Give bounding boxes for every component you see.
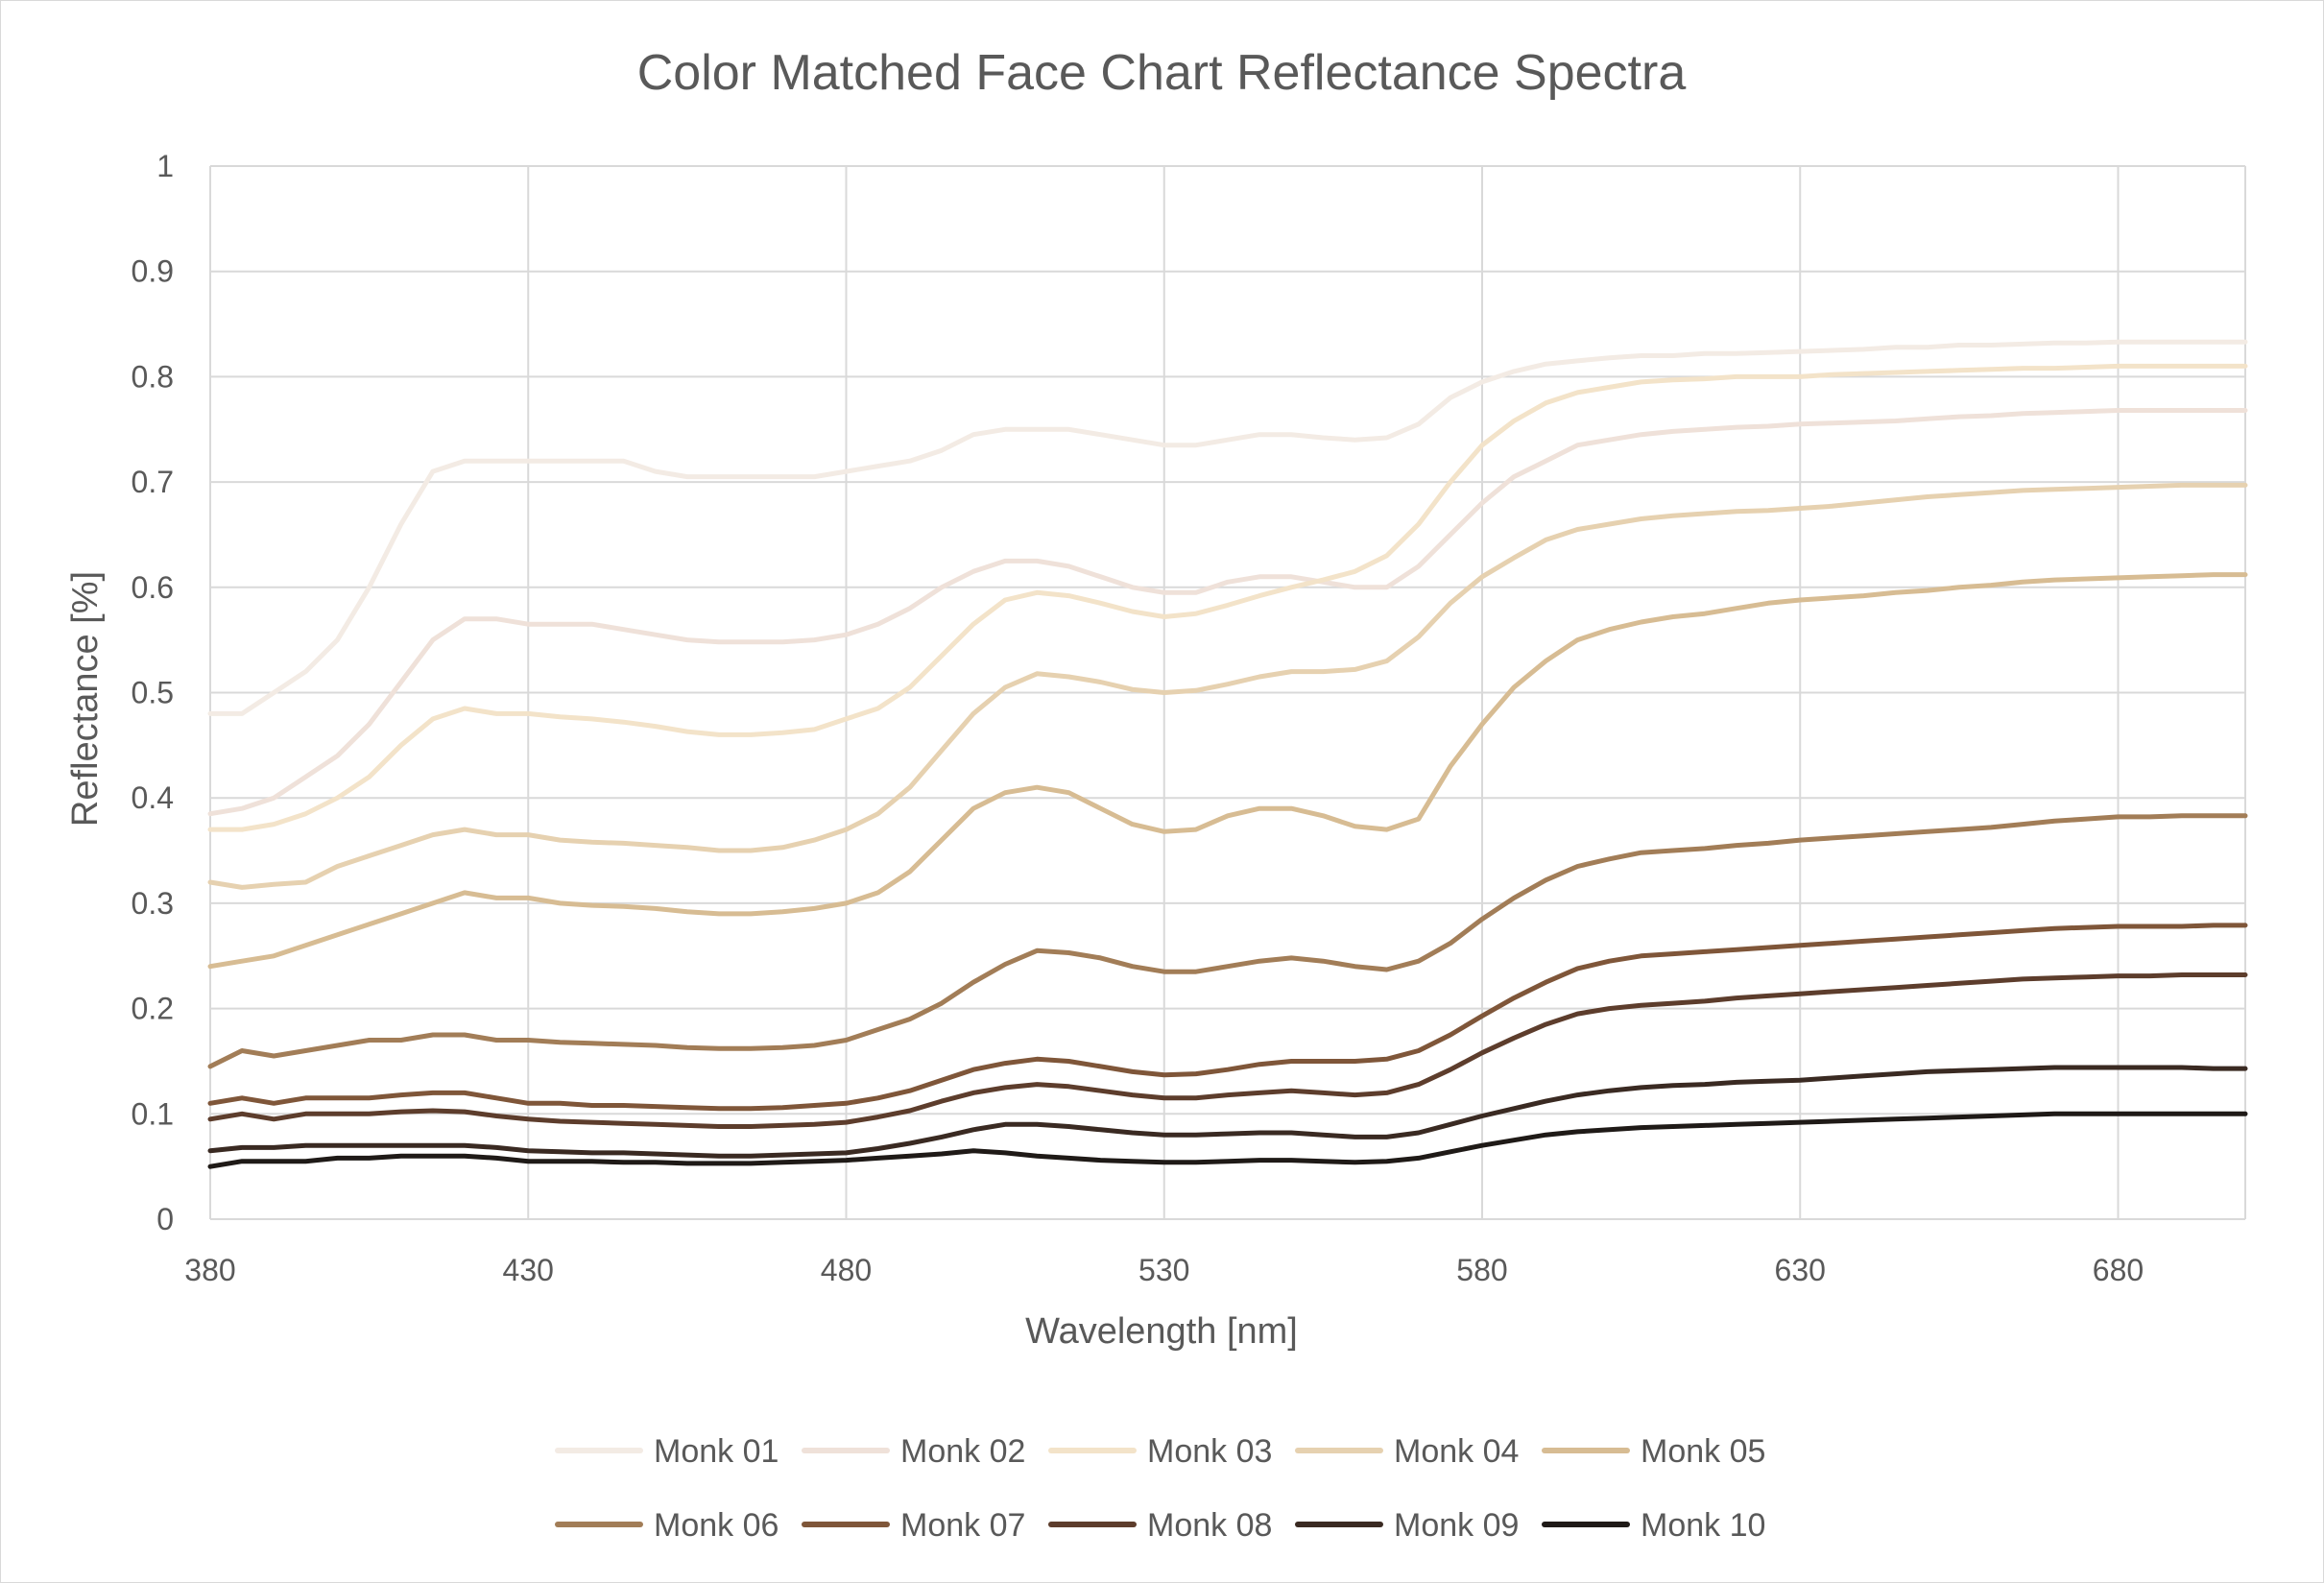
y-tick-label: 0.9 <box>132 254 174 289</box>
y-tick-label: 0.1 <box>132 1096 174 1131</box>
y-tick-label: 0.6 <box>132 570 174 605</box>
x-tick-label: 430 <box>503 1253 554 1287</box>
x-tick-label: 530 <box>1138 1253 1189 1287</box>
x-tick-label: 480 <box>821 1253 872 1287</box>
legend-label: Monk 03 <box>1147 1433 1272 1470</box>
x-tick-label: 380 <box>184 1253 235 1287</box>
series-line-monk-05 <box>207 572 2248 970</box>
y-tick-label: 0.2 <box>132 992 174 1026</box>
legend-label: Monk 09 <box>1394 1507 1519 1544</box>
y-tick-label: 0.7 <box>132 465 174 499</box>
legend-label: Monk 02 <box>900 1433 1025 1470</box>
legend-label: Monk 08 <box>1147 1507 1272 1544</box>
series-line-monk-04 <box>207 482 2248 890</box>
legend-label: Monk 07 <box>900 1507 1025 1544</box>
series-line-monk-02 <box>207 408 2248 817</box>
y-tick-label: 0 <box>156 1202 174 1236</box>
legend-label: Monk 04 <box>1394 1433 1519 1470</box>
series-line-monk-03 <box>207 363 2248 832</box>
legend-item-monk-03: Monk 03 <box>1048 1433 1272 1470</box>
legend-label: Monk 01 <box>654 1433 779 1470</box>
legend-item-monk-04: Monk 04 <box>1295 1433 1519 1470</box>
x-tick-label: 680 <box>2093 1253 2144 1287</box>
series-line-monk-01 <box>207 339 2248 716</box>
legend: Monk 01 Monk 02 Monk 03 Monk 04 Monk 05 Monk … <box>555 1433 1765 1544</box>
legend-label: Monk 05 <box>1641 1433 1765 1470</box>
legend-label: Monk 10 <box>1641 1507 1765 1544</box>
x-tick-label: 630 <box>1775 1253 1826 1287</box>
legend-item-monk-05: Monk 05 <box>1542 1433 1765 1470</box>
legend-item-monk-09: Monk 09 <box>1295 1507 1519 1544</box>
legend-label: Monk 06 <box>654 1507 779 1544</box>
series-line-monk-09 <box>207 1065 2248 1159</box>
y-tick-label: 0.3 <box>132 886 174 921</box>
series-line-monk-06 <box>207 813 2248 1069</box>
x-tick-label: 580 <box>1456 1253 1507 1287</box>
legend-item-monk-01: Monk 01 <box>555 1433 779 1470</box>
y-tick-label: 0.4 <box>132 780 174 815</box>
y-tick-label: 1 <box>156 149 174 183</box>
y-axis-title: Reflectance [%] <box>65 571 106 827</box>
series-line-monk-10 <box>207 1111 2248 1169</box>
legend-item-monk-07: Monk 07 <box>802 1507 1025 1544</box>
legend-item-monk-02: Monk 02 <box>802 1433 1025 1470</box>
series-line-monk-07 <box>207 923 2248 1112</box>
y-tick-label: 0.8 <box>132 359 174 394</box>
x-axis-title: Wavelength [nm] <box>1025 1311 1298 1352</box>
y-tick-label: 0.5 <box>132 676 174 710</box>
gridlines <box>209 165 2246 1220</box>
legend-item-monk-10: Monk 10 <box>1542 1507 1765 1544</box>
axis-ticks: 0 0.1 0.2 0.3 0.4 0.5 0.6 0.7 0.8 0.9 1 380 430 480 53… <box>132 149 2144 1287</box>
legend-item-monk-08: Monk 08 <box>1048 1507 1272 1544</box>
series-line-monk-08 <box>207 972 2248 1129</box>
chart-title: Color Matched Face Chart Reflectance Spe… <box>637 45 1687 101</box>
legend-item-monk-06: Monk 06 <box>555 1507 779 1544</box>
series-lines <box>207 339 2248 1169</box>
